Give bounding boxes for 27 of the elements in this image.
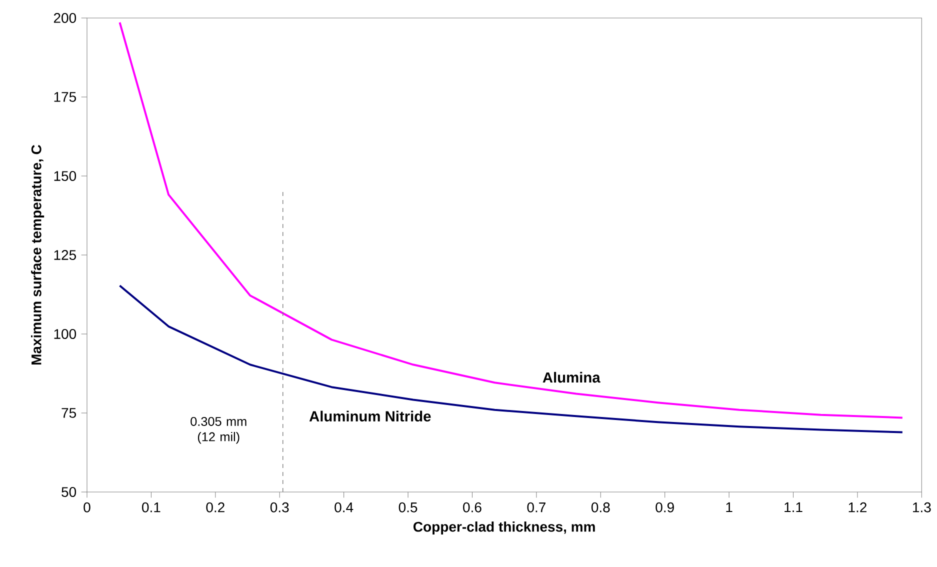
x-tick-label: 0.7 bbox=[527, 502, 546, 512]
x-tick-label: 0.1 bbox=[142, 502, 160, 512]
series-label: Aluminum Nitride bbox=[309, 410, 431, 422]
x-tick-label: 1.1 bbox=[784, 502, 802, 512]
ref-line-label: 0.305 mm (12 mil) bbox=[190, 416, 246, 444]
x-tick-label: 0.3 bbox=[270, 502, 289, 512]
x-tick-label: 0.9 bbox=[656, 502, 674, 512]
x-tick-label: 0.4 bbox=[334, 502, 354, 512]
x-tick-label: 0.2 bbox=[206, 502, 224, 512]
line-series bbox=[118, 284, 904, 434]
x-tick-label: 0.5 bbox=[398, 502, 418, 512]
y-tick-label: 200 bbox=[54, 13, 76, 23]
y-tick-label: 100 bbox=[54, 329, 76, 339]
x-tick-label: 1.2 bbox=[848, 502, 866, 512]
x-tick-label: 0 bbox=[84, 502, 90, 512]
x-axis-title: Copper-clad thickness, mm bbox=[413, 521, 595, 535]
x-tick-label: 0.8 bbox=[591, 502, 610, 512]
y-tick-label: 150 bbox=[54, 171, 76, 181]
y-tick-label: 175 bbox=[54, 92, 76, 102]
x-tick-label: 0.6 bbox=[463, 502, 482, 512]
y-tick-label: 75 bbox=[62, 408, 76, 418]
x-tick-label: 1 bbox=[726, 502, 732, 512]
series-label: Alumina bbox=[542, 372, 600, 383]
x-tick-label: 1.3 bbox=[913, 502, 931, 512]
y-axis-title: Maximum surface temperature, C bbox=[31, 144, 44, 365]
y-tick-label: 125 bbox=[54, 250, 76, 260]
y-tick-label: 50 bbox=[62, 487, 76, 497]
